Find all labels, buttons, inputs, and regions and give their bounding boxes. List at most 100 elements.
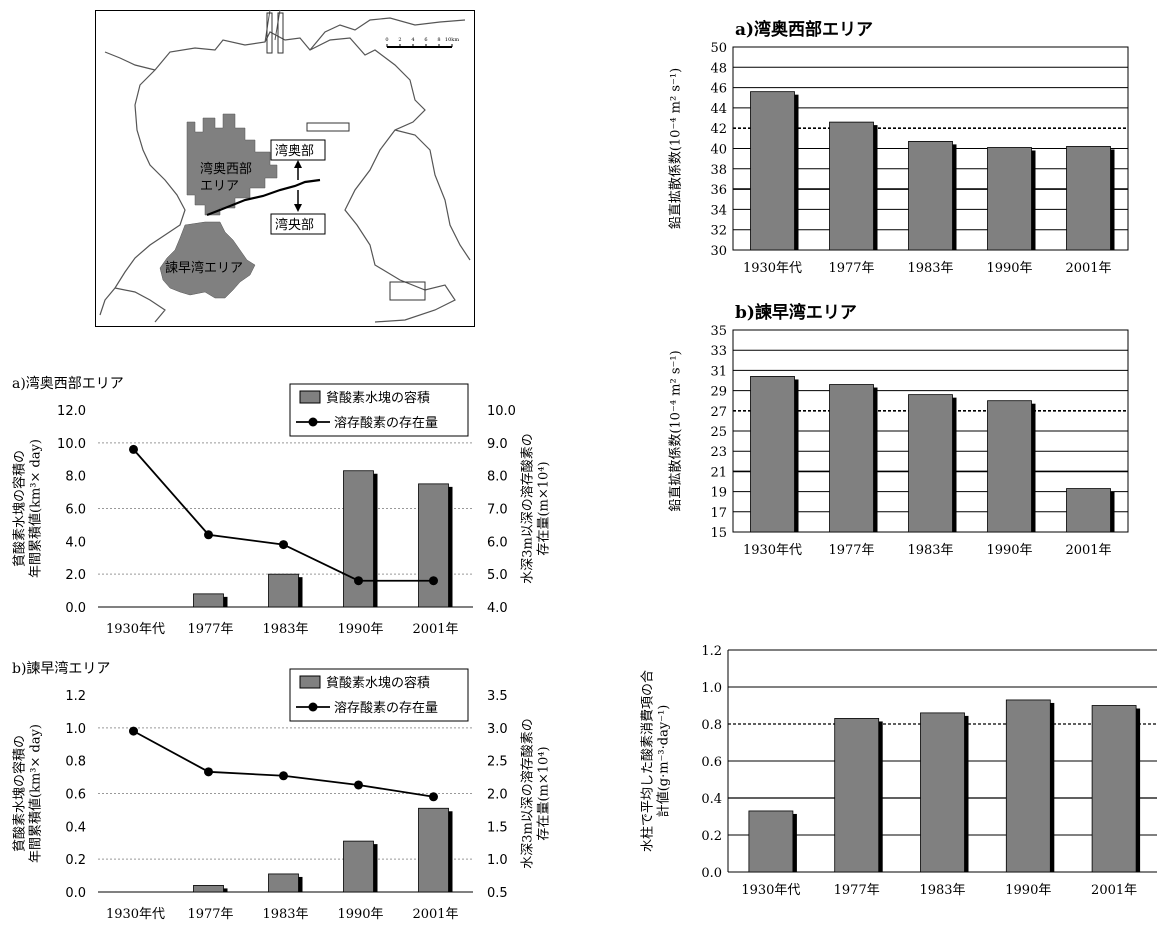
y2-axis-label-group: 水深3m以深の溶存酸素の 存在量(m×10⁴) <box>521 433 552 584</box>
y-tick-label: 19 <box>710 486 727 501</box>
y-tick-label: 12.0 <box>57 404 86 419</box>
bar <box>750 91 795 251</box>
map-frame <box>95 10 475 327</box>
bar <box>987 147 1032 251</box>
bar <box>987 400 1032 533</box>
bar <box>268 573 299 608</box>
y2-tick-label: 6.0 <box>487 535 508 550</box>
y2-axis-label-group: 水深3m以深の溶存酸素の 存在量(m×10⁴) <box>521 718 552 869</box>
diffusion-chart-a: a)湾奥西部エリア 30 32 34 36 38 40 42 44 46 48 50 1930年代 197… <box>669 19 1129 276</box>
map-port <box>389 281 426 301</box>
y-tick-label: 38 <box>710 163 727 178</box>
legend-line-marker <box>308 702 318 712</box>
line-point <box>354 576 363 586</box>
y2-tick-label: 2.0 <box>487 788 508 803</box>
x-tick-label: 1977年 <box>834 883 880 898</box>
map-channel-2 <box>277 12 284 54</box>
legend-bar-label: 貧酸素水塊の容積 <box>326 675 430 691</box>
y-tick-label: 0.6 <box>65 788 86 803</box>
bar <box>193 593 224 608</box>
scale-label: 2 <box>398 37 401 43</box>
y-tick-label: 15 <box>710 526 727 541</box>
scale-label: 0 <box>385 37 388 43</box>
y2-tick-label: 3.5 <box>487 689 508 704</box>
y-axis-label-group: 貧酸素水塊の容積の 年間累積値(km³× day) <box>12 439 44 578</box>
legend-bar-label: 貧酸素水塊の容積 <box>326 390 430 406</box>
scale-label: 10km <box>445 37 459 43</box>
map-figure: 湾奥部 湾央部 湾奥西部エリア 諫早湾エリア 0 2 4 6 8 10km <box>95 9 475 327</box>
y-tick-label: 0.8 <box>701 718 722 733</box>
y2-tick-label: 9.0 <box>487 437 508 452</box>
y-tick-label: 0.4 <box>65 820 86 835</box>
line-point <box>204 530 213 540</box>
y-tick-label: 44 <box>710 102 727 117</box>
y-tick-label: 17 <box>710 506 727 521</box>
bar <box>1091 705 1137 873</box>
y-axis-label-line: 計値(g·m⁻³·day⁻¹) <box>656 705 672 818</box>
label-west: 湾奥西部エリア <box>200 161 252 194</box>
y-tick-label: 36 <box>710 183 727 198</box>
y-tick-label: 0.2 <box>701 829 722 844</box>
y-tick-label: 50 <box>710 41 727 56</box>
y-tick-label: 40 <box>710 143 727 158</box>
chart-title: a)湾奥西部エリア <box>12 375 124 392</box>
chart-title: b)諫早湾エリア <box>735 302 857 323</box>
map-channel-1 <box>266 12 273 54</box>
line-series <box>133 730 434 798</box>
bar <box>829 384 874 533</box>
y-tick-label: 0.0 <box>701 866 722 881</box>
bar <box>1005 699 1051 873</box>
x-tick-label: 2001年 <box>412 622 458 637</box>
hypoxia-chart-a: a)湾奥西部エリア 0.0 2.0 4.0 6.0 8.0 10.0 12.0 4.0 5.0 6.… <box>12 375 552 637</box>
label-oubu: 湾央部 <box>275 217 314 233</box>
y2-axis-label-line: 水深3m以深の溶存酸素の <box>521 433 536 584</box>
line-point <box>129 444 138 454</box>
legend-line-label: 溶存酸素の存在量 <box>334 701 438 716</box>
y-tick-label: 0.0 <box>65 886 86 901</box>
y-tick-label: 6.0 <box>65 503 86 518</box>
scale-label: 8 <box>437 37 440 43</box>
hypoxia-chart-b: b)諫早湾エリア 0.0 0.2 0.4 0.6 0.8 1.0 1.2 0.5 1.0 1.5 2.… <box>12 660 552 922</box>
y-tick-label: 0.0 <box>65 601 86 616</box>
x-tick-label: 1983年 <box>262 622 308 637</box>
bar <box>834 718 880 873</box>
x-tick-label: 1930年代 <box>743 261 802 276</box>
map-harbor <box>306 122 350 132</box>
bar <box>920 712 965 873</box>
bar <box>1066 146 1111 251</box>
y-axis-label-group: 水柱で平均した酸素消費項の合 計値(g·m⁻³·day⁻¹) <box>641 670 672 852</box>
x-tick-label: 1990年 <box>337 907 383 922</box>
y-tick-label: 1.0 <box>65 722 86 737</box>
y-tick-label: 34 <box>710 203 727 218</box>
bar <box>750 376 795 533</box>
y-tick-label: 30 <box>710 244 727 259</box>
y2-tick-label: 1.0 <box>487 853 508 868</box>
bar <box>908 140 953 251</box>
x-tick-label: 2001年 <box>1065 261 1111 276</box>
y2-tick-label: 2.5 <box>487 755 508 770</box>
bar <box>343 840 374 893</box>
line-point <box>429 792 438 802</box>
y2-tick-label: 0.5 <box>487 886 508 901</box>
x-tick-label: 1930年代 <box>741 883 800 898</box>
x-tick-label: 1990年 <box>986 261 1032 276</box>
map-coastline <box>99 17 471 323</box>
y-tick-label: 23 <box>710 445 727 460</box>
y-tick-label: 8.0 <box>65 470 86 485</box>
line-point <box>354 780 363 790</box>
y2-tick-label: 4.0 <box>487 601 508 616</box>
chart-title: a)湾奥西部エリア <box>735 19 873 40</box>
oxygen-consumption-chart: 0.0 0.2 0.4 0.6 0.8 1.0 1.2 1930年代 1977年 1983年 199… <box>641 644 1157 898</box>
y-tick-label: 48 <box>710 61 727 76</box>
bar <box>193 885 224 893</box>
y-tick-label: 0.6 <box>701 755 722 770</box>
y2-axis-label-line: 存在量(m×10⁴) <box>537 461 552 555</box>
y-axis-label-line: 年間累積値(km³× day) <box>28 439 44 578</box>
y-tick-label: 1.2 <box>65 689 86 704</box>
map-isahaya-area <box>159 221 256 299</box>
bar <box>343 470 374 608</box>
bar <box>1066 488 1111 533</box>
y-axis-label-line: 鉛直拡散係数(10⁻⁴ m² s⁻¹) <box>669 350 684 511</box>
y-tick-label: 31 <box>710 364 727 379</box>
y-tick-label: 42 <box>710 122 727 137</box>
